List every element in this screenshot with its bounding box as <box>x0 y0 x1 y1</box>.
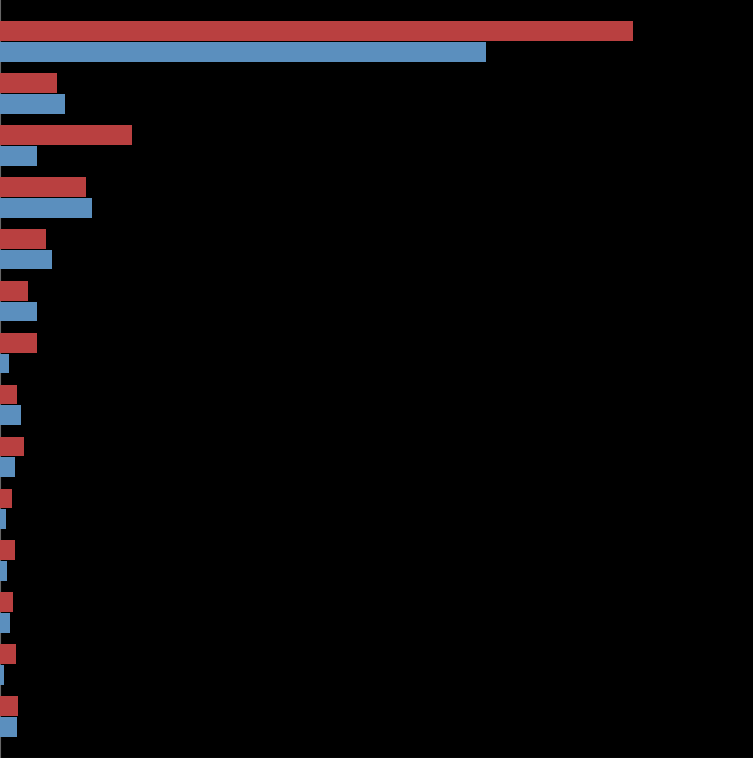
Bar <box>0 509 6 529</box>
Bar <box>0 333 37 352</box>
Bar <box>0 406 20 425</box>
Bar <box>0 42 486 62</box>
Bar <box>0 125 132 145</box>
Bar <box>0 696 19 716</box>
Bar <box>0 353 9 373</box>
Bar <box>0 561 7 581</box>
Bar <box>0 437 24 456</box>
Bar <box>0 540 15 560</box>
Bar <box>0 249 53 269</box>
Bar <box>0 198 93 218</box>
Bar <box>0 229 46 249</box>
Bar <box>0 593 14 612</box>
Bar <box>0 281 28 301</box>
Bar <box>0 146 37 165</box>
Bar <box>0 94 65 114</box>
Bar <box>0 717 17 737</box>
Bar <box>0 302 37 321</box>
Bar <box>0 385 17 405</box>
Bar <box>0 74 57 93</box>
Bar <box>0 21 633 41</box>
Bar <box>0 613 10 633</box>
Bar <box>0 177 86 197</box>
Bar <box>0 665 4 684</box>
Bar <box>0 457 15 477</box>
Bar <box>0 644 16 664</box>
Bar <box>0 489 11 509</box>
